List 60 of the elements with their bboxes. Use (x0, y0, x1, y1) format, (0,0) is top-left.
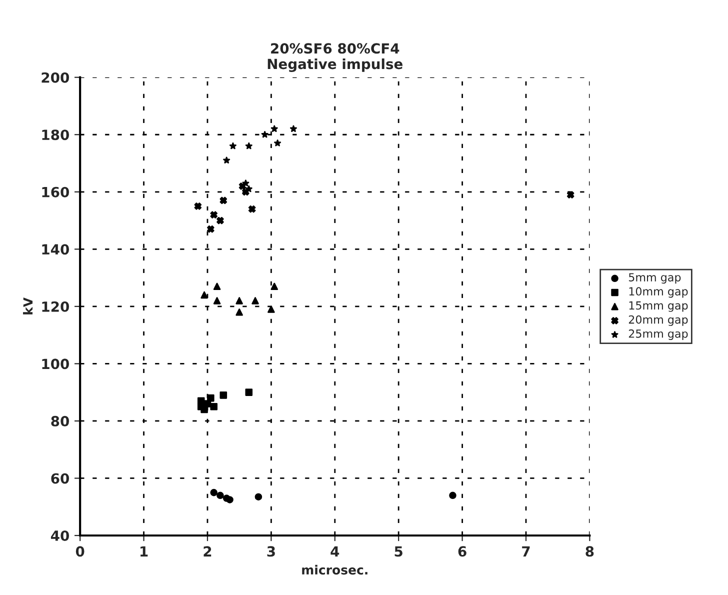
x-axis-title: microsec. (302, 564, 368, 575)
x-tick-label: 1 (140, 546, 148, 556)
point (254, 493, 262, 500)
point (210, 488, 218, 496)
point (245, 142, 252, 150)
point (213, 282, 221, 290)
point (252, 297, 259, 304)
point (200, 291, 208, 299)
x-tick-label: 8 (586, 546, 594, 557)
point (261, 130, 268, 138)
x-tick-label: 6 (458, 546, 466, 557)
y-tick-label: 160 (42, 186, 69, 198)
point (216, 216, 224, 224)
point (226, 496, 234, 504)
point (213, 297, 221, 304)
legend-label: 15mm gap (629, 301, 688, 312)
x-tick-label: 4 (330, 546, 340, 556)
point (229, 142, 236, 150)
point (223, 156, 230, 164)
y-tick-label: 80 (51, 416, 69, 426)
point (274, 140, 282, 146)
point (210, 211, 218, 218)
y-tick-label: 120 (42, 301, 69, 312)
x-tick-label: 2 (204, 546, 212, 556)
legend-label: 10mm gap (629, 287, 688, 298)
point (220, 392, 228, 399)
x-tick-label: 5 (394, 546, 402, 557)
point (236, 308, 243, 316)
point (210, 403, 218, 410)
legend-label: 25mm gap (628, 329, 688, 340)
point (248, 205, 256, 213)
point (220, 196, 228, 204)
y-tick-label: 40 (50, 530, 69, 541)
point (207, 225, 214, 233)
chart-title: 20%SF6 80%CF4 Negative impulse (268, 43, 402, 72)
point (197, 403, 205, 410)
legend-label: 20mm gap (628, 315, 688, 326)
point (245, 185, 252, 192)
point (242, 180, 250, 186)
point (194, 202, 202, 210)
x-tick-label: 7 (522, 546, 530, 556)
x-tick-label: 3 (267, 546, 275, 557)
point (270, 282, 278, 290)
point (216, 492, 224, 500)
point (268, 306, 275, 313)
y-tick-label: 200 (42, 72, 69, 83)
point (566, 191, 574, 198)
point (236, 297, 243, 304)
point (245, 388, 253, 396)
point (270, 125, 278, 132)
point (290, 125, 297, 132)
y-tick-label: 140 (42, 244, 69, 255)
point (207, 394, 214, 402)
x-tick-label: 0 (76, 546, 84, 557)
point (449, 492, 456, 500)
legend-label: 5mm gap (628, 273, 681, 284)
y-axis-title: kV (23, 297, 33, 314)
y-tick-label: 180 (42, 130, 69, 140)
y-tick-label: 60 (51, 473, 69, 484)
y-tick-label: 100 (42, 358, 69, 370)
